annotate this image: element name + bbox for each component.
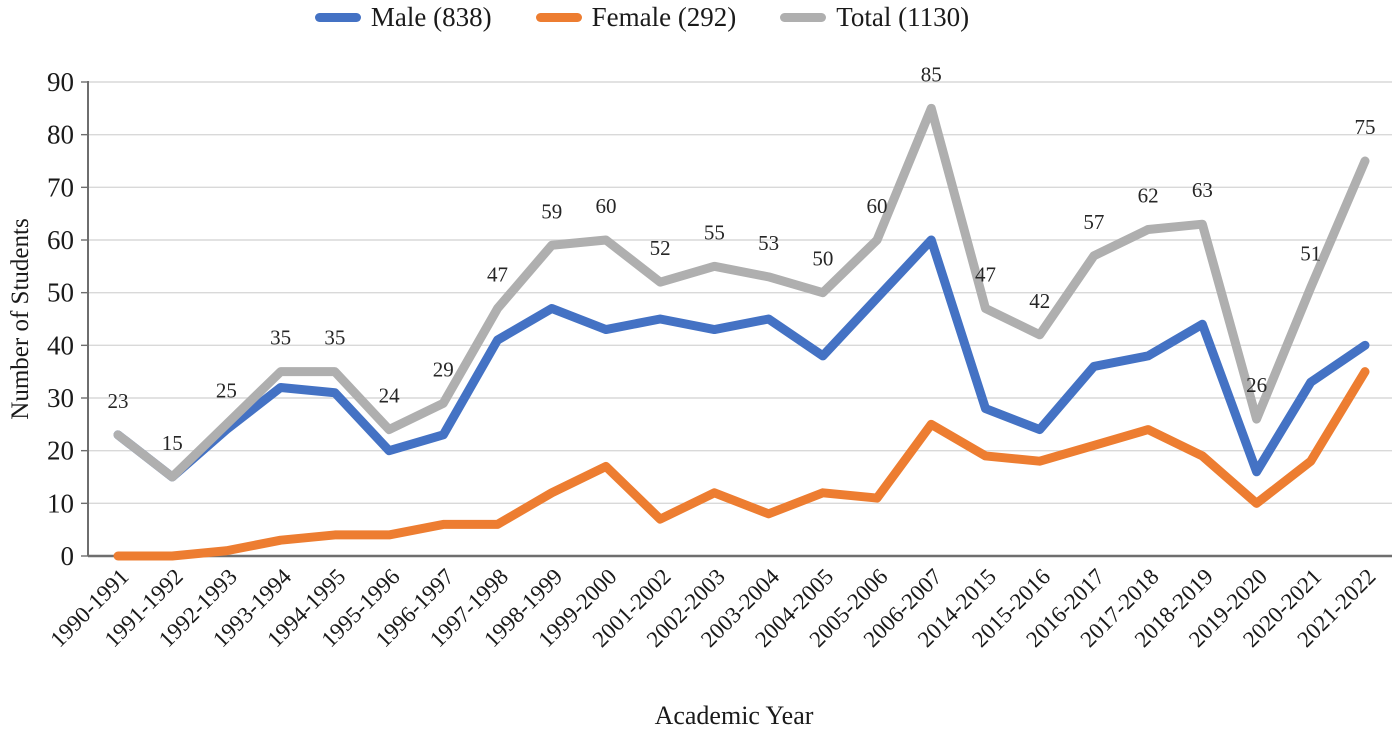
total-data-label-2018-2019: 63 bbox=[1192, 178, 1213, 202]
total-data-label-1991-1992: 15 bbox=[162, 431, 183, 455]
total-data-label-1990-1991: 23 bbox=[108, 389, 129, 413]
total-data-label-1994-1995: 35 bbox=[324, 326, 345, 350]
total-data-label-2021-2022: 75 bbox=[1355, 115, 1376, 139]
total-data-label-2005-2006: 60 bbox=[867, 194, 888, 218]
y-tick-label-90: 90 bbox=[47, 67, 74, 97]
y-tick-label-40: 40 bbox=[47, 330, 74, 360]
total-data-label-1997-1998: 47 bbox=[487, 262, 508, 286]
total-data-label-2015-2016: 42 bbox=[1029, 289, 1050, 313]
y-tick-label-80: 80 bbox=[47, 120, 74, 150]
total-data-label-1998-1999: 59 bbox=[541, 199, 562, 223]
legend-label-total: Total (1130) bbox=[836, 2, 970, 32]
legend-label-male: Male (838) bbox=[370, 2, 492, 32]
legend-item-female: Female (292) bbox=[535, 2, 737, 32]
total-data-label-1995-1996: 24 bbox=[379, 384, 401, 408]
total-data-label-2019-2020: 26 bbox=[1246, 373, 1267, 397]
y-tick-label-10: 10 bbox=[47, 488, 74, 518]
total-data-label-2017-2018: 62 bbox=[1138, 183, 1159, 207]
male-line bbox=[113, 235, 1370, 482]
total-data-label-2004-2005: 50 bbox=[812, 247, 833, 271]
y-tick-label-50: 50 bbox=[47, 278, 74, 308]
total-data-label-2003-2004: 53 bbox=[758, 231, 779, 255]
chart-legend: Male (838) Female (292) Total (1130) bbox=[0, 4, 1342, 31]
female-line bbox=[113, 367, 1370, 561]
legend-label-female: Female (292) bbox=[591, 2, 737, 32]
total-line-swatch-icon bbox=[780, 13, 827, 22]
male-line-swatch-icon bbox=[314, 13, 361, 22]
total-data-label-2014-2015: 47 bbox=[975, 262, 996, 286]
x-axis-title: Academic Year bbox=[655, 701, 814, 730]
y-tick-label-20: 20 bbox=[47, 436, 74, 466]
total-data-label-1992-1993: 25 bbox=[216, 378, 237, 402]
legend-item-male: Male (838) bbox=[314, 2, 492, 32]
y-tick-label-60: 60 bbox=[47, 225, 74, 255]
total-data-label-2002-2003: 55 bbox=[704, 220, 725, 244]
female-line-swatch-icon bbox=[535, 13, 582, 22]
total-line bbox=[113, 103, 1370, 482]
y-axis-title: Number of Students bbox=[7, 218, 34, 419]
total-data-label-2016-2017: 57 bbox=[1083, 210, 1104, 234]
legend-item-total: Total (1130) bbox=[780, 4, 969, 31]
total-data-label-2006-2007: 85 bbox=[921, 62, 942, 86]
total-data-label-1999-2000: 60 bbox=[595, 194, 616, 218]
total-data-label-1996-1997: 29 bbox=[433, 357, 454, 381]
y-tick-label-0: 0 bbox=[61, 541, 75, 571]
total-data-label-2001-2002: 52 bbox=[650, 236, 671, 260]
y-tick-label-70: 70 bbox=[47, 172, 74, 202]
y-tick-label-30: 30 bbox=[47, 383, 74, 413]
total-data-label-1993-1994: 35 bbox=[270, 326, 291, 350]
total-data-label-2020-2021: 51 bbox=[1300, 241, 1321, 265]
